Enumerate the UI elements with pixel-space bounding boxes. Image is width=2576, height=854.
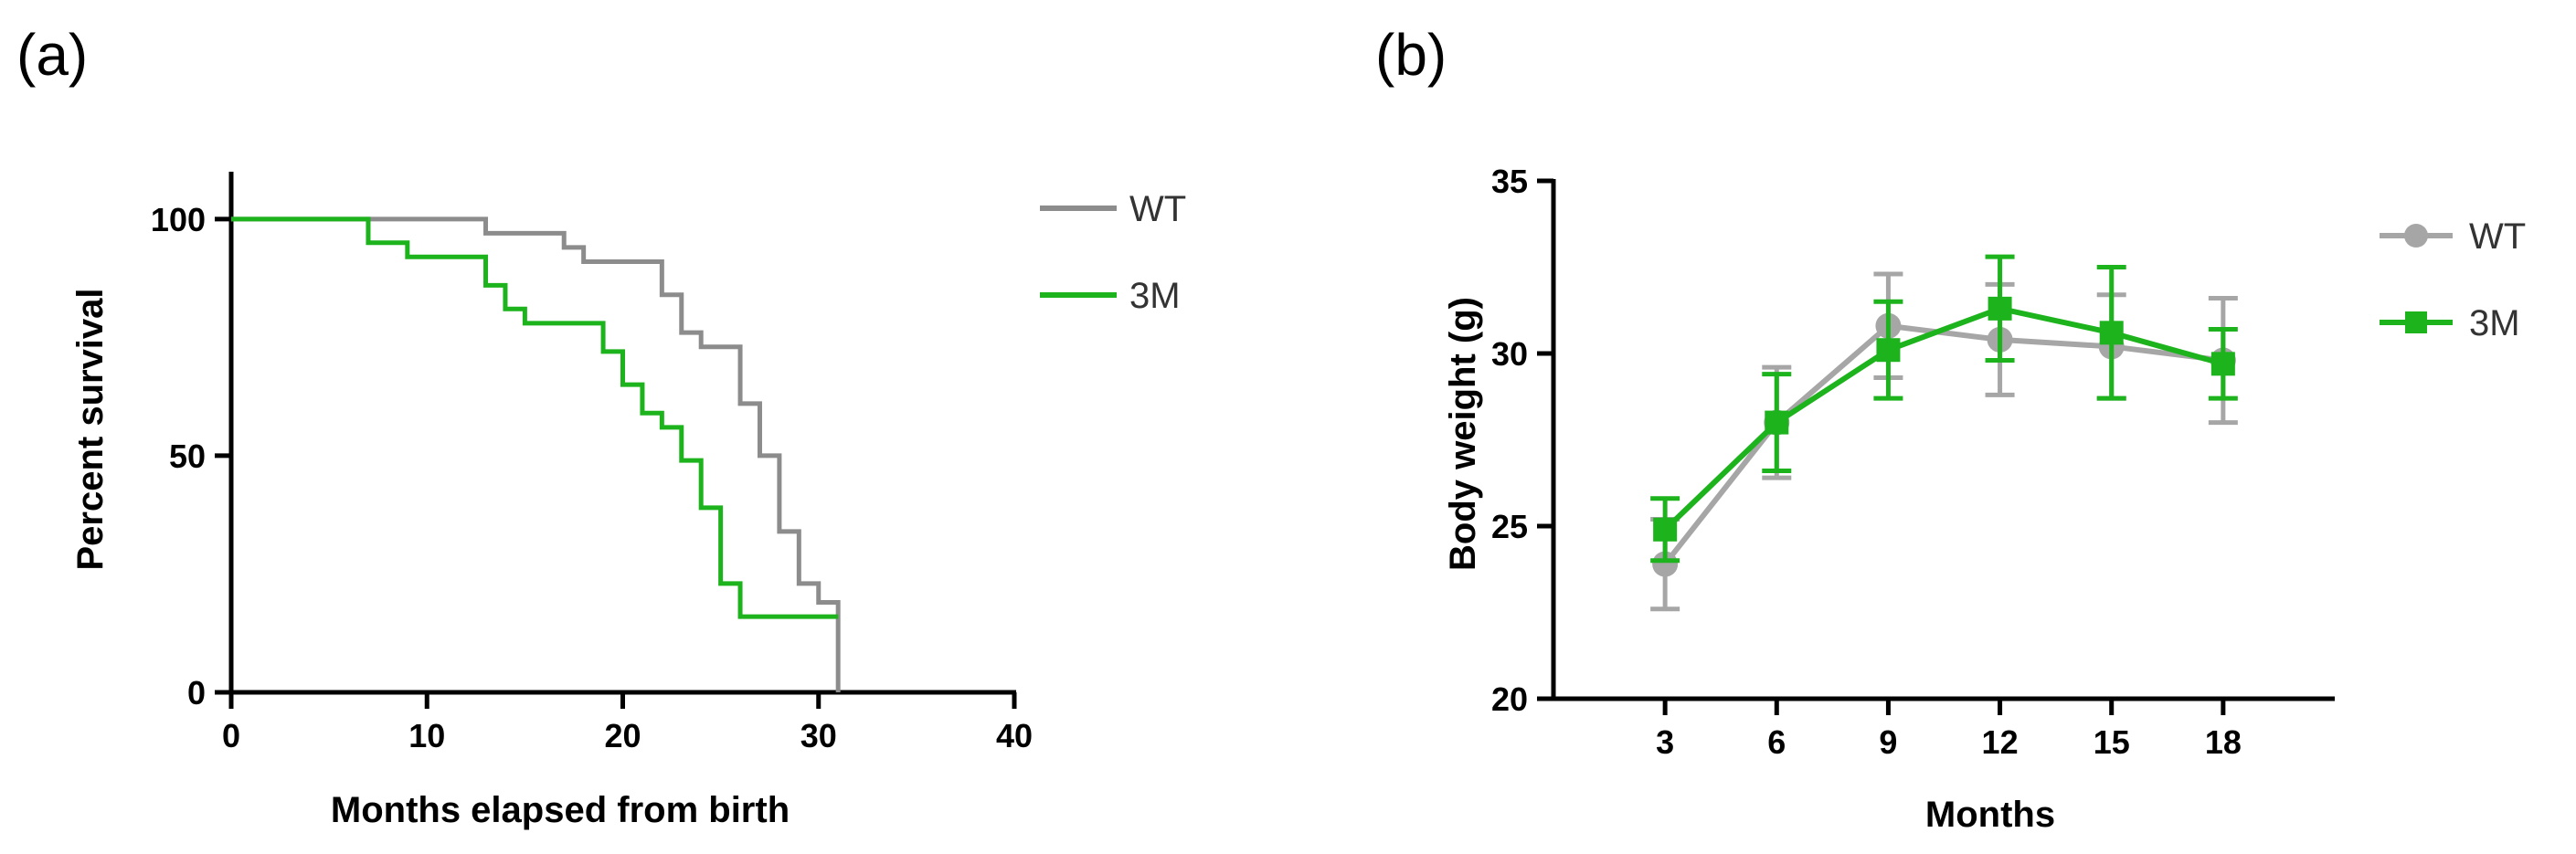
data-point-3m	[2210, 352, 2235, 376]
data-point-3m	[2099, 321, 2124, 345]
x-tick-label-body-weight: 18	[2205, 723, 2242, 761]
x-tick-label-body-weight: 6	[1767, 723, 1786, 761]
x-tick-label-body-weight: 3	[1656, 723, 1674, 761]
y-tick-label-body-weight: 25	[1491, 508, 1528, 545]
data-point-wt	[1652, 551, 1679, 577]
y-tick-label-survival: 0	[187, 674, 206, 712]
x-tick-label-body-weight: 15	[2094, 723, 2130, 761]
x-tick-label-body-weight: 9	[1879, 723, 1897, 761]
x-tick-label-survival: 20	[604, 717, 641, 754]
survival-chart-panel: (a) 0 10 20 30 40 0 50 100 WT 3M Months elapsed …	[16, 22, 1186, 830]
series-line-wt	[1662, 322, 2224, 566]
legend-label-survival-3m: 3M	[1129, 276, 1181, 316]
x-axis-title-survival: Months elapsed from birth	[331, 790, 790, 830]
body-weight-legend: WT 3M	[2380, 216, 2526, 343]
series-line-3m	[1663, 305, 2224, 532]
panel-label-a: (a)	[16, 22, 88, 88]
survival-series	[231, 216, 841, 692]
x-tick-label-survival: 30	[800, 717, 837, 754]
y-tick-label-survival: 100	[151, 201, 206, 238]
legend-label-body-weight-wt: WT	[2469, 216, 2526, 257]
y-tick-label-body-weight: 30	[1491, 335, 1528, 373]
legend-label-survival-wt: WT	[1129, 189, 1186, 229]
y-tick-label-survival: 50	[169, 438, 206, 475]
y-tick-label-body-weight: 35	[1491, 163, 1528, 200]
y-tick-label-body-weight: 20	[1491, 680, 1528, 718]
data-point-3m	[1988, 296, 2012, 321]
body-weight-series	[1650, 254, 2238, 612]
x-tick-label-body-weight: 12	[1982, 723, 2019, 761]
x-tick-label-survival: 0	[222, 717, 240, 754]
y-axis-title-body-weight: Body weight (g)	[1443, 297, 1483, 571]
y-axis-title-survival: Percent survival	[70, 288, 111, 570]
legend-marker-wt	[2404, 224, 2428, 248]
x-axis-title-body-weight: Months	[1925, 795, 2055, 835]
data-point-3m	[1765, 410, 1789, 435]
survival-legend: WT 3M	[1040, 189, 1186, 316]
data-point-3m	[1876, 338, 1901, 363]
x-tick-label-survival: 10	[408, 717, 445, 754]
x-tick-label-survival: 40	[996, 717, 1033, 754]
panel-label-b: (b)	[1375, 22, 1447, 88]
survival-curve-wt	[231, 216, 841, 692]
legend-marker-3m	[2405, 311, 2427, 333]
legend-label-body-weight-3m: 3M	[2469, 303, 2520, 343]
body-weight-chart-panel: (b) 3 6 9 12 15 18 20 25 30 35 WT 3M Months Body w…	[1375, 22, 2526, 835]
survival-curve-3m	[231, 216, 839, 619]
body-weight-axes: 3 6 9 12 15 18 20 25 30 35	[1491, 163, 2335, 761]
survival-axes: 0 10 20 30 40 0 50 100	[151, 172, 1033, 754]
data-point-3m	[1653, 517, 1678, 542]
